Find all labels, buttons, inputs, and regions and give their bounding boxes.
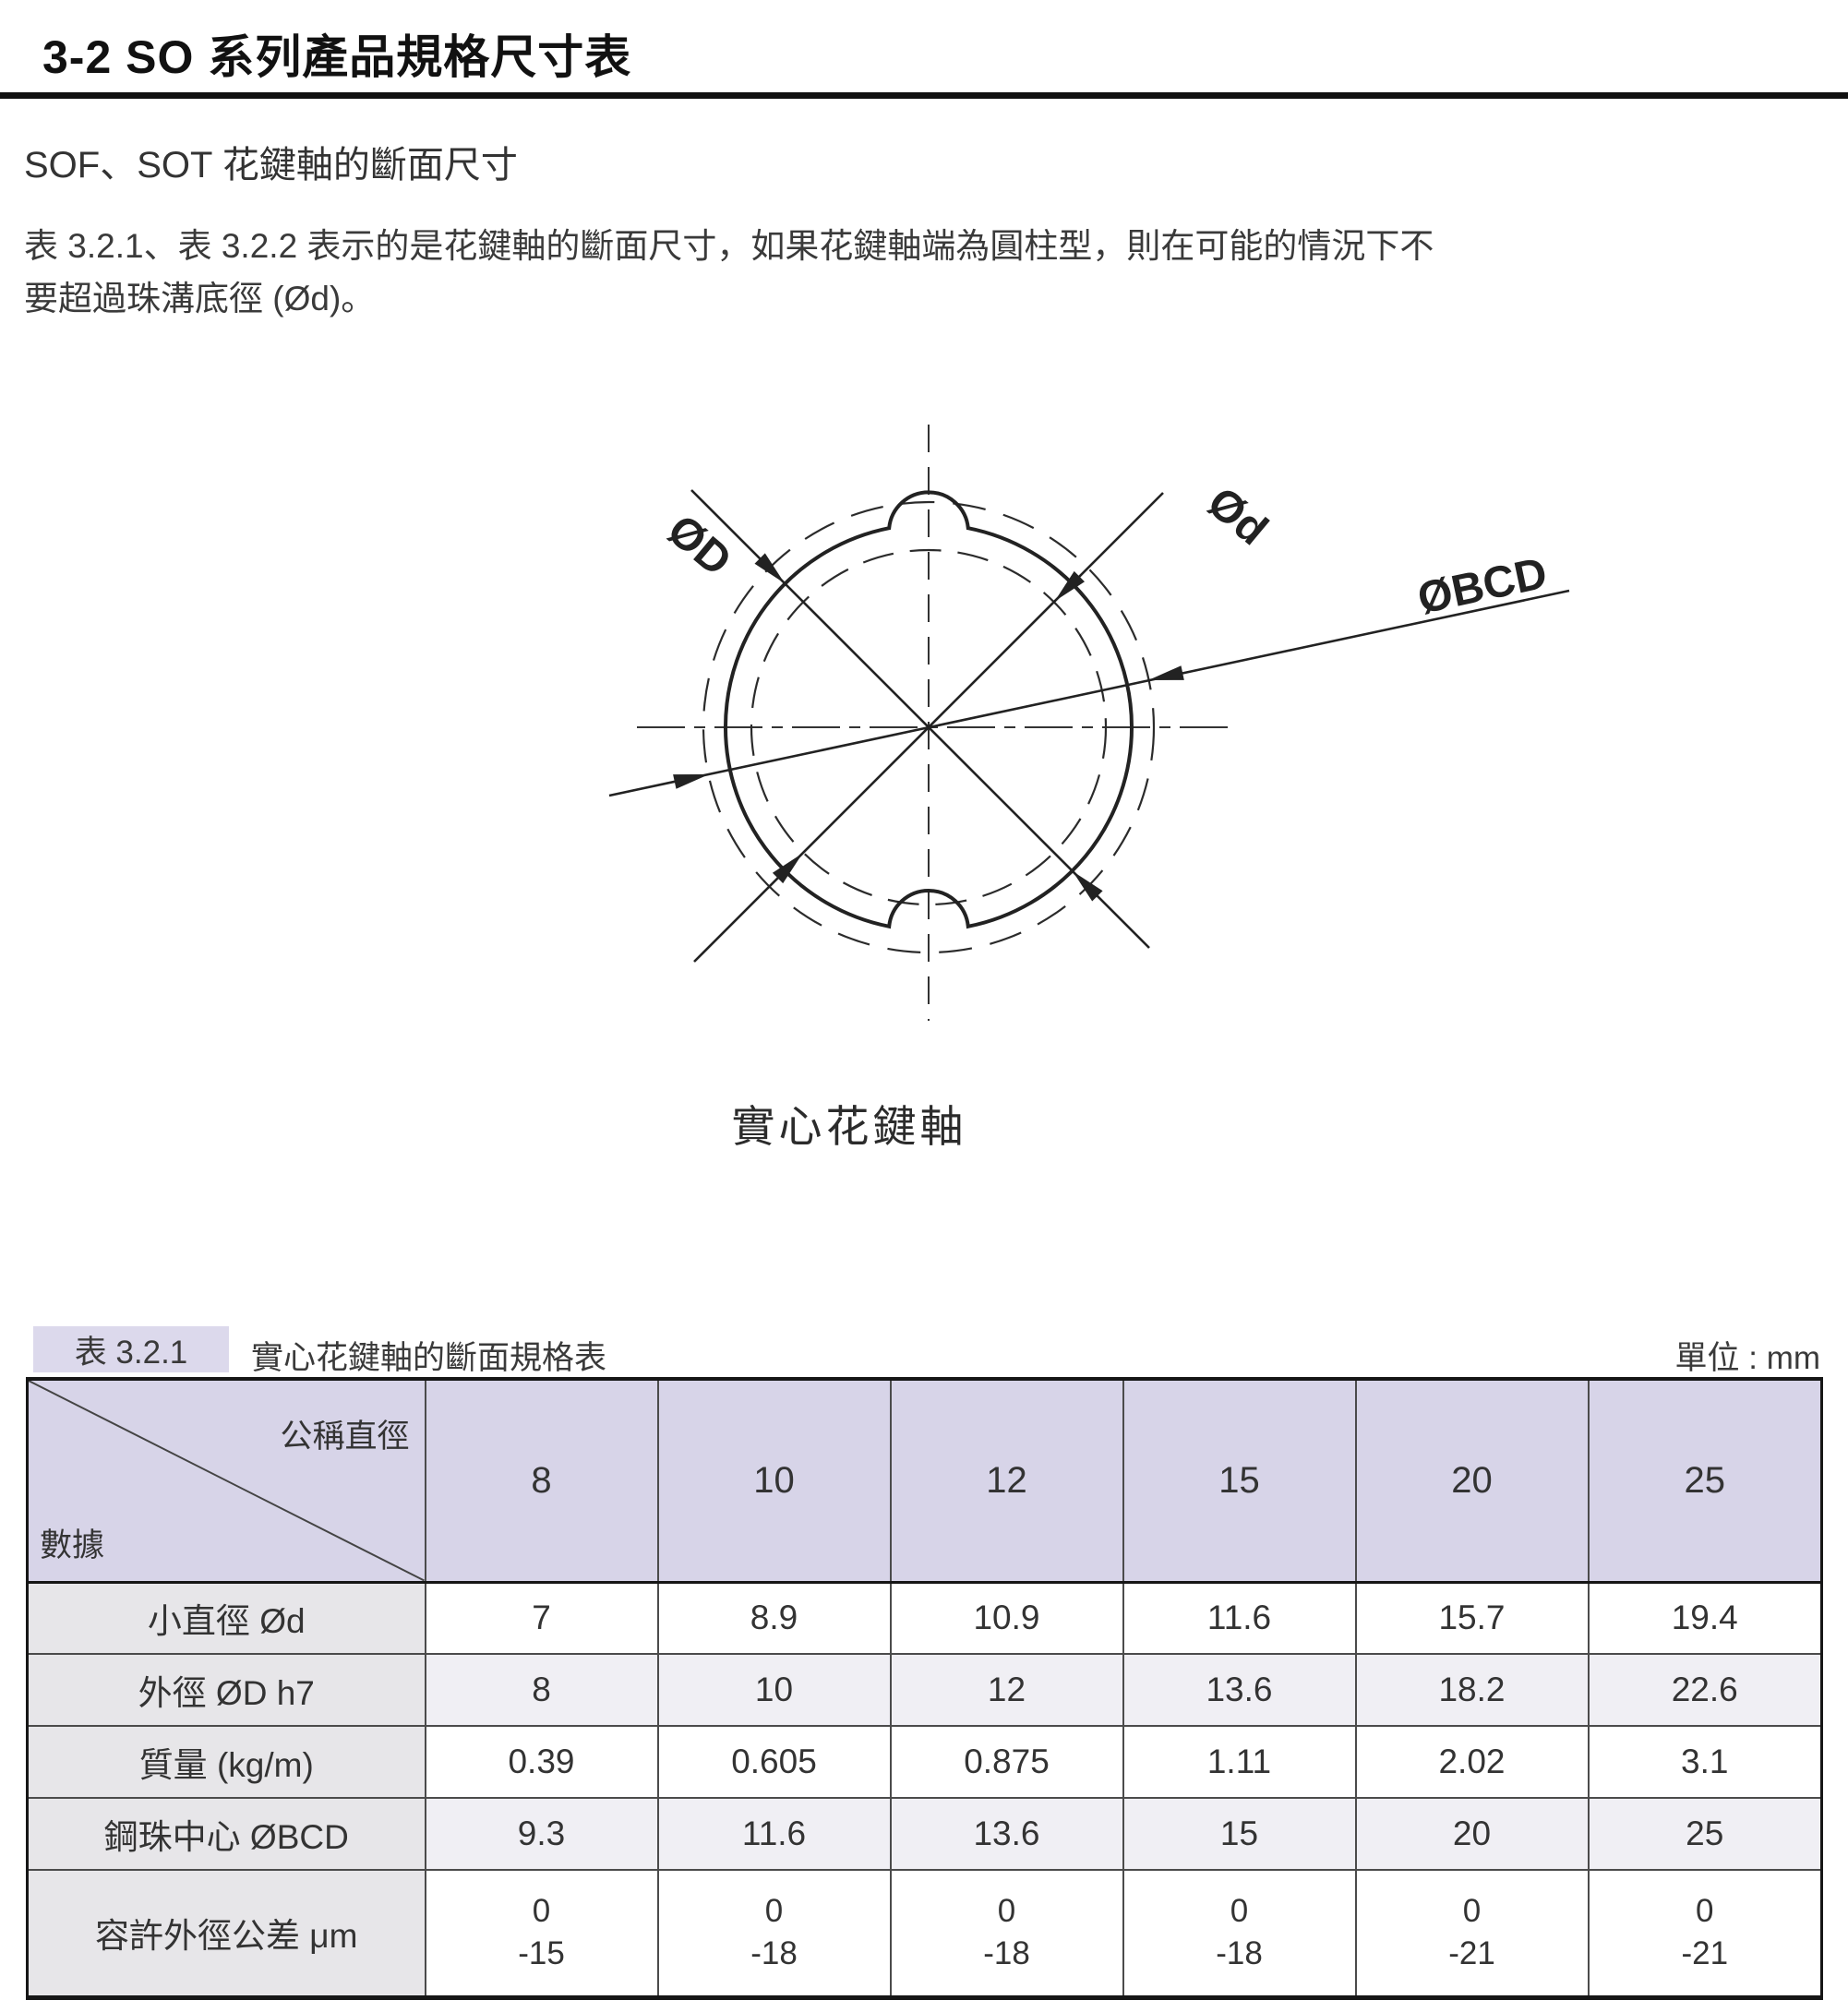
label-OBCD: ØBCD: [1413, 549, 1551, 624]
tolerance-lower: -21: [1448, 1935, 1495, 1972]
cell: 8: [424, 1653, 659, 1727]
table-row-outer-diameter: 外徑 ØD h7 8 10 12 13.6 18.2 22.6: [26, 1653, 1823, 1727]
tolerance-upper: 0: [1462, 1893, 1482, 1930]
label-OD: ØD: [658, 506, 740, 586]
intro-paragraph-line2: 要超過珠溝底徑 (Ød)。: [24, 280, 376, 317]
corner-cell: 公稱直徑 數據: [26, 1378, 426, 1584]
tolerance-upper: 0: [1230, 1893, 1249, 1930]
table-row-tolerance: 容許外徑公差 μm 0 -15 0 -18 0 -18 0 -18 0 -21 …: [26, 1869, 1823, 1998]
tolerance-lower: -18: [983, 1935, 1030, 1972]
title-underline: [0, 92, 1848, 99]
minor-diameter-circle: [750, 548, 1108, 906]
section-subtitle: SOF、SOT 花鍵軸的斷面尺寸: [24, 145, 518, 186]
cell: 15: [1122, 1797, 1357, 1871]
column-header: 8: [424, 1378, 659, 1584]
arrowhead-Od-upper: [1054, 570, 1085, 602]
label-Od: Ød: [1198, 478, 1277, 555]
row-label: 外徑 ØD h7: [26, 1653, 426, 1727]
tolerance-upper: 0: [997, 1893, 1016, 1930]
corner-label-nominal-diameter: 公稱直徑: [280, 1419, 410, 1455]
tolerance-lower: -18: [1216, 1935, 1263, 1972]
intro-paragraph-line1: 表 3.2.1、表 3.2.2 表示的是花鍵軸的斷面尺寸，如果花鍵軸端為圓柱型，…: [24, 227, 1434, 265]
tolerance-lower: -18: [750, 1935, 798, 1972]
cell-tolerance: 0 -21: [1587, 1869, 1823, 1998]
column-header: 15: [1122, 1378, 1357, 1584]
cell: 13.6: [889, 1797, 1124, 1871]
column-header: 12: [889, 1378, 1124, 1584]
cell: 11.6: [1122, 1581, 1357, 1655]
tolerance-upper: 0: [532, 1893, 551, 1930]
cell: 0.39: [424, 1725, 659, 1799]
shaft-outline: [724, 490, 1134, 929]
cell: 7: [424, 1581, 659, 1655]
cell: 13.6: [1122, 1653, 1357, 1727]
table-row-minor-diameter: 小直徑 Ød 7 8.9 10.9 11.6 15.7 19.4: [26, 1581, 1823, 1655]
tolerance-lower: -15: [518, 1935, 565, 1972]
cell: 18.2: [1354, 1653, 1590, 1727]
cell-tolerance: 0 -18: [889, 1869, 1124, 1998]
table-number-badge: 表 3.2.1: [33, 1326, 229, 1372]
cell: 10: [656, 1653, 892, 1727]
cell-tolerance: 0 -15: [424, 1869, 659, 1998]
cell: 10.9: [889, 1581, 1124, 1655]
tolerance-upper: 0: [764, 1893, 784, 1930]
row-label: 質量 (kg/m): [26, 1725, 426, 1799]
cell-tolerance: 0 -18: [656, 1869, 892, 1998]
table-heading-strip: 表 3.2.1 實心花鍵軸的斷面規格表 單位 : mm: [0, 1326, 1848, 1376]
cell: 20: [1354, 1797, 1590, 1871]
row-label: 鋼珠中心 ØBCD: [26, 1797, 426, 1871]
cell: 3.1: [1587, 1725, 1823, 1799]
column-header: 10: [656, 1378, 892, 1584]
cell: 2.02: [1354, 1725, 1590, 1799]
spec-table-container: 公稱直徑 數據 8 10 12 15 20 25 小直徑 Ød 7 8.9 10…: [26, 1377, 1823, 2000]
tolerance-upper: 0: [1696, 1893, 1714, 1930]
header-row: 公稱直徑 數據 8 10 12 15 20 25: [26, 1378, 1823, 1584]
cell: 9.3: [424, 1797, 659, 1871]
cell: 8.9: [656, 1581, 892, 1655]
spec-table: 公稱直徑 數據 8 10 12 15 20 25 小直徑 Ød 7 8.9 10…: [26, 1377, 1823, 2000]
column-header: 20: [1354, 1378, 1590, 1584]
tolerance-lower: -21: [1681, 1935, 1729, 1972]
cell: 25: [1587, 1797, 1823, 1871]
cell: 1.11: [1122, 1725, 1357, 1799]
table-row-ball-center: 鋼珠中心 ØBCD 9.3 11.6 13.6 15 20 25: [26, 1797, 1823, 1871]
page-title: 3-2 SO 系列產品規格尺寸表: [42, 31, 632, 83]
column-header: 25: [1587, 1378, 1823, 1584]
spline-shaft-cross-section-diagram: ØD Ød ØBCD: [608, 425, 1570, 1021]
arrowhead-OBCD-right: [1148, 665, 1184, 680]
arrowhead-OBCD-left: [673, 774, 709, 789]
table-title: 實心花鍵軸的斷面規格表: [251, 1340, 607, 1376]
cell-tolerance: 0 -21: [1354, 1869, 1590, 1998]
corner-label-data: 數據: [40, 1527, 105, 1563]
cell: 19.4: [1587, 1581, 1823, 1655]
intro-paragraph: 表 3.2.1、表 3.2.2 表示的是花鍵軸的斷面尺寸，如果花鍵軸端為圓柱型，…: [24, 220, 1833, 325]
table-row-mass: 質量 (kg/m) 0.39 0.605 0.875 1.11 2.02 3.1: [26, 1725, 1823, 1799]
arrowhead-Od-lower: [772, 853, 803, 884]
arrowhead-OD-lower: [1073, 871, 1103, 902]
cell: 22.6: [1587, 1653, 1823, 1727]
cell: 15.7: [1354, 1581, 1590, 1655]
table-unit-label: 單位 : mm: [1674, 1340, 1820, 1376]
cell: 11.6: [656, 1797, 892, 1871]
arrowhead-OD-upper: [754, 553, 785, 583]
row-label: 小直徑 Ød: [26, 1581, 426, 1655]
corner-diagonal: [29, 1381, 425, 1581]
cell-tolerance: 0 -18: [1122, 1869, 1357, 1998]
cell: 0.875: [889, 1725, 1124, 1799]
dimension-line-OBCD: [608, 589, 1570, 797]
diagram-caption: 實心花鍵軸: [731, 1102, 967, 1151]
ball-center-diameter-circle: [702, 500, 1156, 954]
cell: 12: [889, 1653, 1124, 1727]
cell: 0.605: [656, 1725, 892, 1799]
row-label: 容許外徑公差 μm: [26, 1869, 426, 1998]
